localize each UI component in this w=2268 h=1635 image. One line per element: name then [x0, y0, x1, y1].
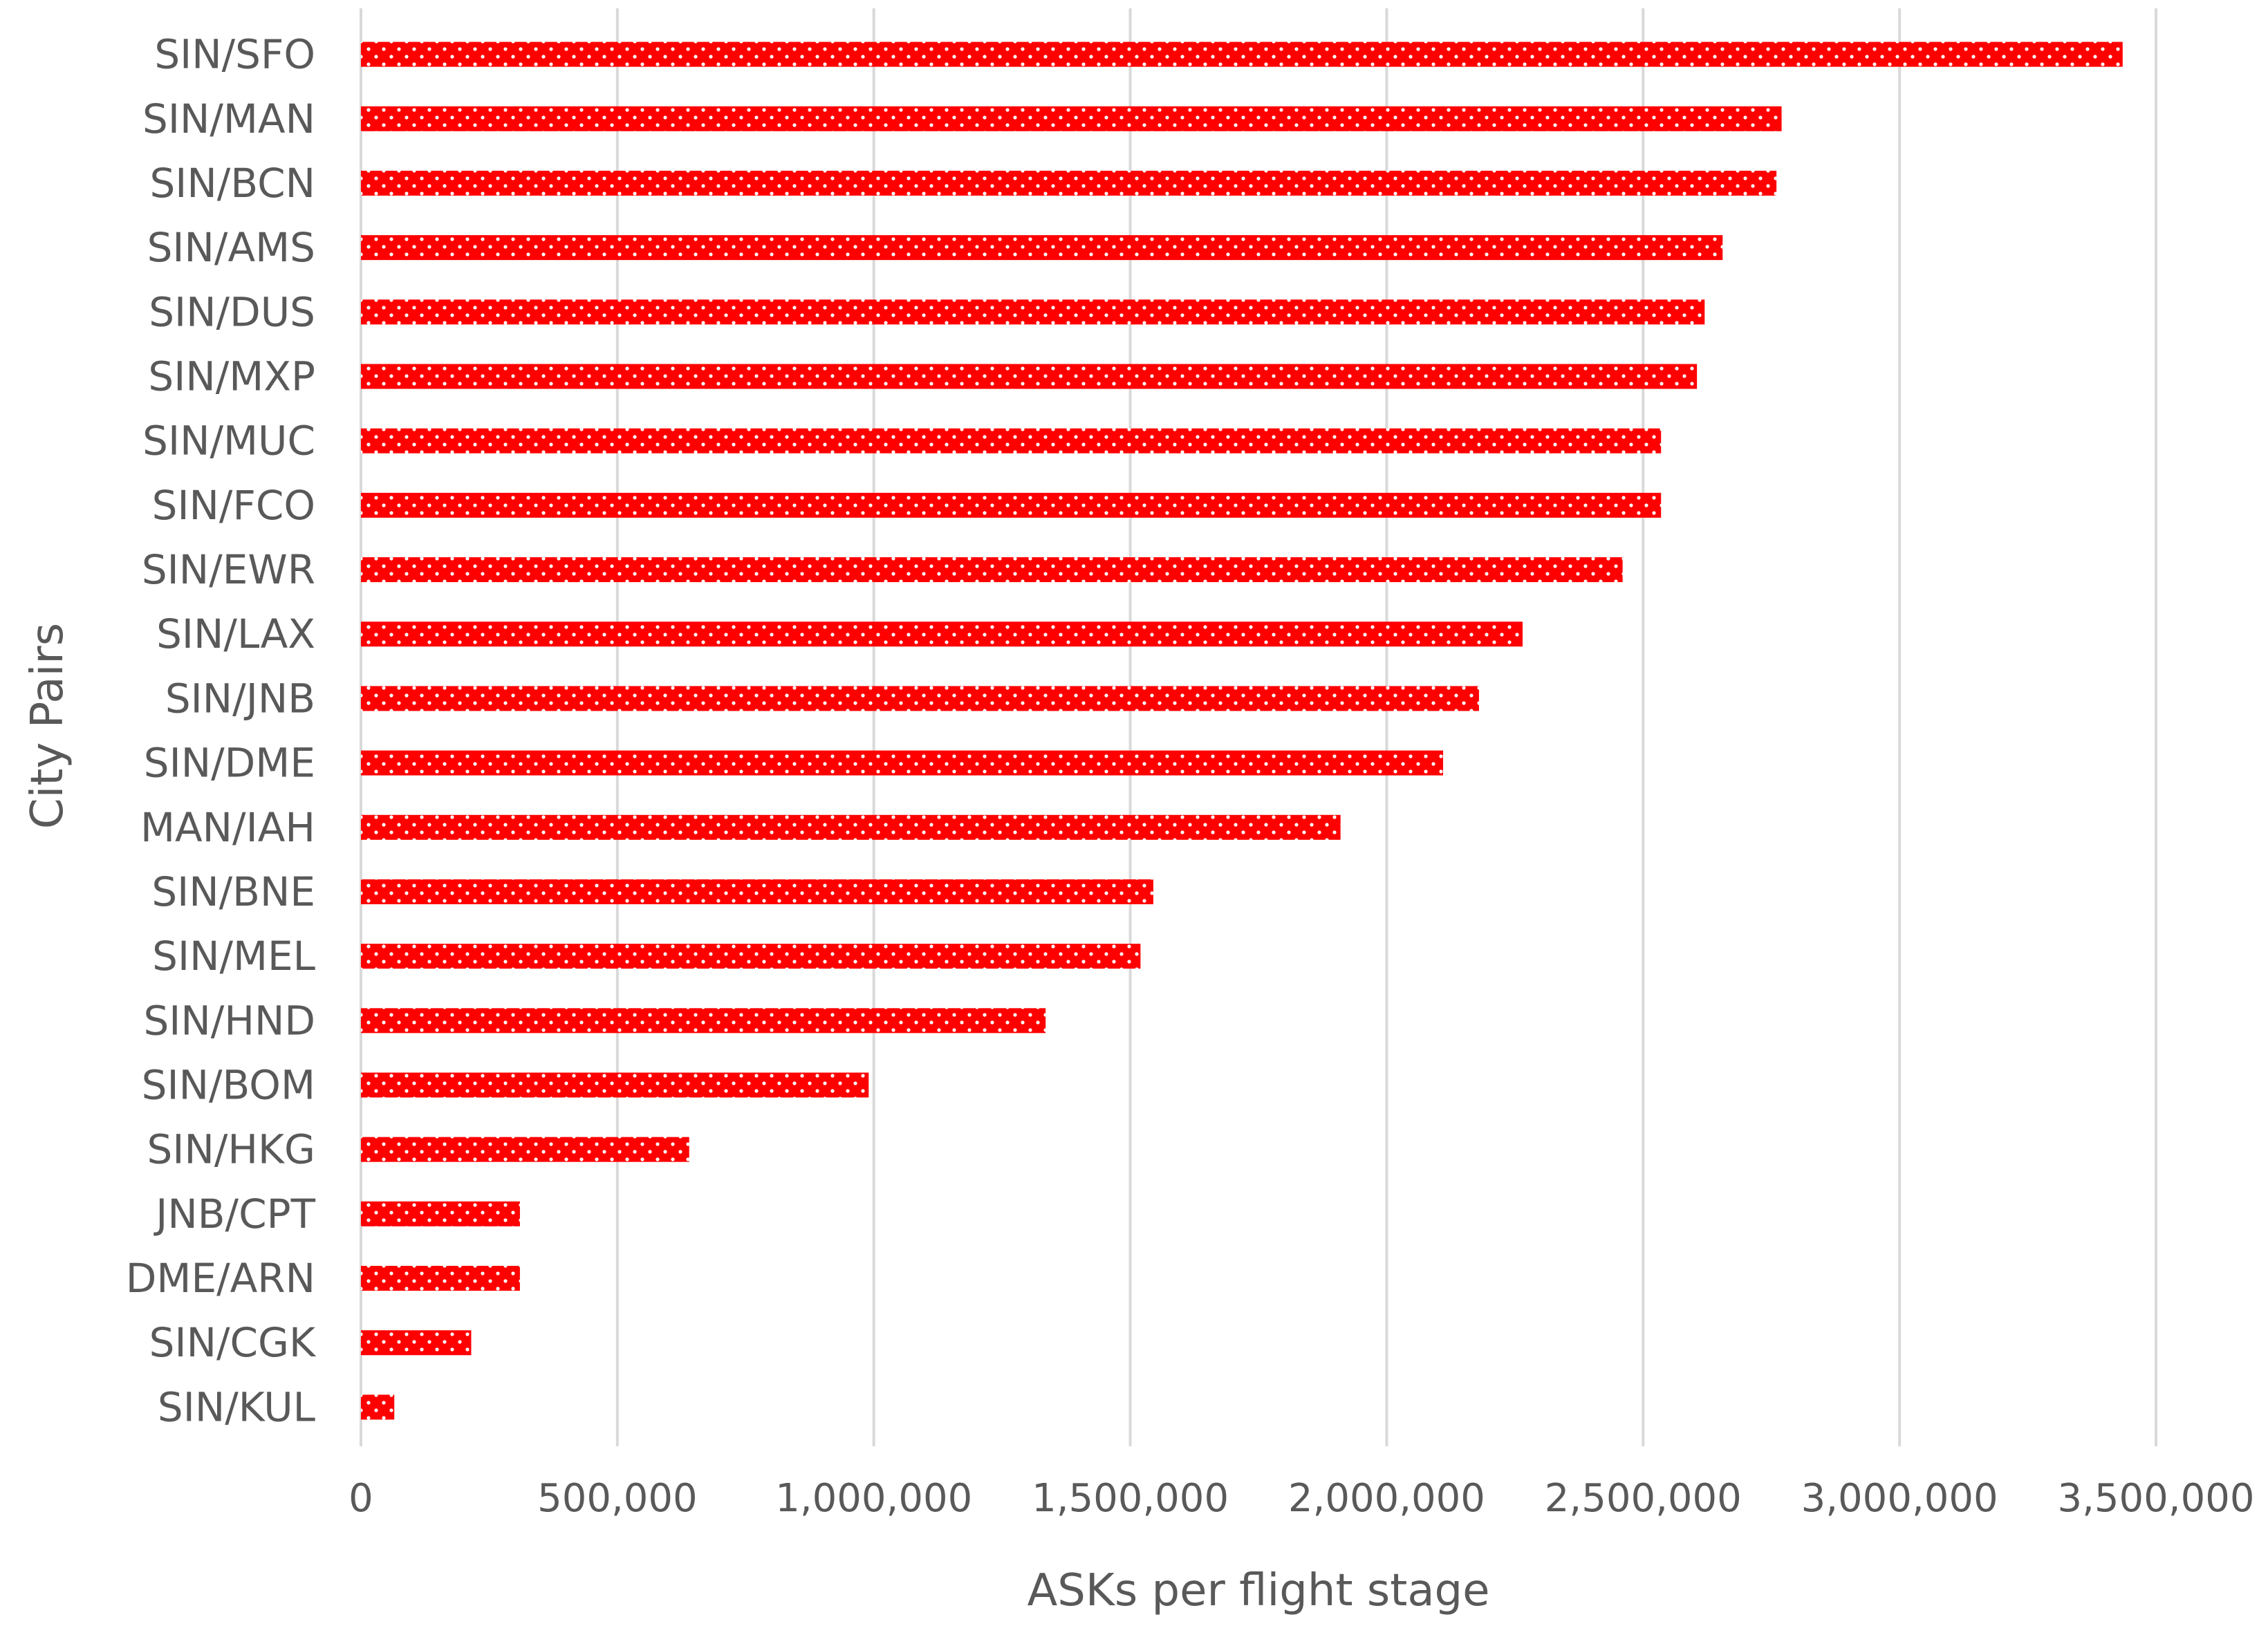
bar-sin-man	[361, 106, 1782, 131]
bar-sin-ams	[361, 235, 1723, 261]
y-tick-label: DME/ARN	[126, 1255, 315, 1302]
x-axis-title: ASKs per flight stage	[1027, 1565, 1489, 1616]
bar-sin-mel	[361, 944, 1141, 969]
bar-sin-hnd	[361, 1008, 1046, 1034]
bar-sin-ewr	[361, 557, 1623, 583]
x-axis-tick-labels: 0 500,000 1,000,000 1,500,000 2,000,000 2,500…	[348, 1476, 2254, 1521]
bar-sin-muc	[361, 428, 1662, 454]
y-tick-label: JNB/CPT	[154, 1190, 315, 1237]
bar-sin-mxp	[361, 364, 1698, 389]
bar-sin-dme	[361, 750, 1444, 776]
y-tick-label: SIN/KUL	[158, 1383, 315, 1430]
bar-sin-bne	[361, 879, 1153, 904]
bar-sin-kul	[361, 1394, 395, 1420]
bar-sin-dus	[361, 299, 1705, 325]
y-tick-label: SIN/LAX	[156, 610, 315, 657]
y-tick-label: SIN/AMS	[147, 224, 315, 271]
bar-sin-sfo	[361, 41, 2123, 67]
x-tick-label: 1,000,000	[775, 1476, 972, 1521]
x-tick-label: 3,000,000	[1801, 1476, 1998, 1521]
y-tick-label: SIN/CGK	[149, 1319, 317, 1366]
bar-sin-lax	[361, 622, 1523, 647]
bar-sin-bcn	[361, 170, 1777, 196]
x-tick-label: 2,000,000	[1288, 1476, 1485, 1521]
y-tick-label: SIN/JNB	[165, 675, 315, 722]
bar-dme-arn	[361, 1266, 520, 1291]
y-tick-label: SIN/SFO	[154, 31, 315, 78]
y-axis-tick-labels: SIN/SFO SIN/MAN SIN/BCN SIN/AMS SIN/DUS SIN/M…	[126, 31, 317, 1431]
bar-sin-cgk	[361, 1330, 472, 1356]
y-tick-label: SIN/MUC	[142, 418, 315, 465]
y-tick-label: SIN/HKG	[147, 1126, 315, 1173]
y-tick-label: SIN/MXP	[148, 353, 315, 400]
bars	[361, 41, 2123, 1420]
x-tick-label: 500,000	[537, 1476, 698, 1521]
bar-sin-bom	[361, 1072, 869, 1098]
y-tick-label: SIN/MEL	[152, 933, 315, 980]
y-tick-label: SIN/EWR	[142, 546, 315, 593]
bar-man-iah	[361, 814, 1341, 840]
bar-jnb-cpt	[361, 1201, 520, 1226]
x-tick-label: 2,500,000	[1545, 1476, 1742, 1521]
x-tick-label: 1,500,000	[1032, 1476, 1229, 1521]
bar-sin-fco	[361, 492, 1662, 518]
y-tick-label: SIN/HND	[143, 997, 315, 1044]
y-tick-label: SIN/DUS	[149, 288, 315, 335]
x-tick-label: 3,500,000	[2057, 1476, 2254, 1521]
y-tick-label: SIN/FCO	[152, 482, 315, 529]
y-tick-label: SIN/BNE	[151, 868, 315, 915]
y-axis-title: City Pairs	[22, 623, 73, 829]
y-tick-label: SIN/BOM	[142, 1062, 315, 1109]
y-tick-label: SIN/DME	[144, 740, 315, 787]
y-tick-label: SIN/BCN	[149, 160, 315, 207]
bar-sin-jnb	[361, 686, 1479, 711]
gridlines	[360, 8, 2157, 1446]
bar-sin-hkg	[361, 1137, 689, 1162]
y-tick-label: MAN/IAH	[140, 804, 315, 851]
x-tick-label: 0	[348, 1476, 373, 1521]
y-tick-label: SIN/MAN	[142, 95, 315, 142]
